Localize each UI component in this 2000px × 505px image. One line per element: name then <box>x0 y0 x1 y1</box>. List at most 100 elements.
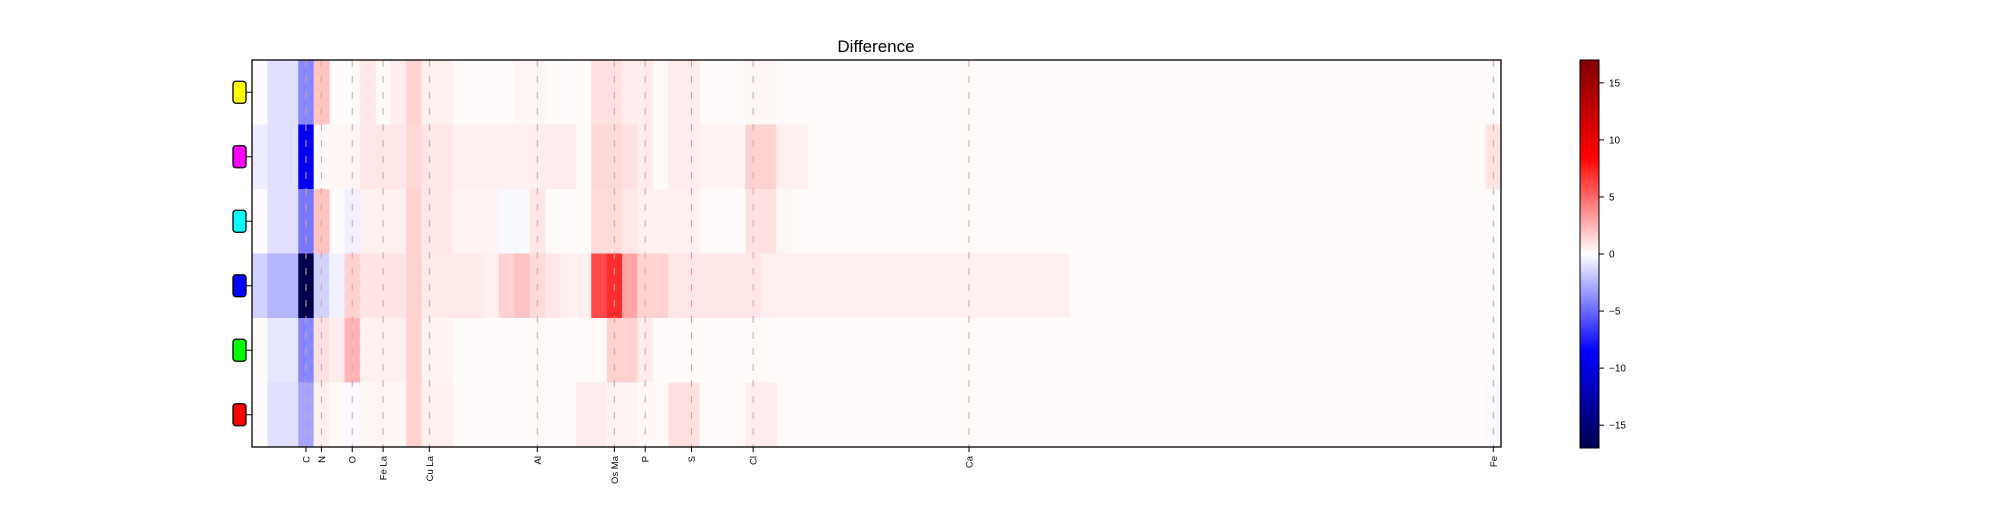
heatmap-cell <box>745 60 777 125</box>
x-tick-label: P <box>641 456 652 462</box>
heatmap-cell <box>329 253 346 319</box>
heatmap-cell <box>498 189 531 254</box>
row-color-marker <box>232 274 247 298</box>
heatmap-cell <box>406 124 423 190</box>
x-tick-label: Fe <box>1489 456 1500 467</box>
heatmap-cell <box>622 189 638 254</box>
heatmap-cell <box>622 124 638 190</box>
x-tick-label: O <box>348 456 359 463</box>
heatmap-cell <box>637 189 700 254</box>
colorbar-tick-label: 15 <box>1609 78 1621 89</box>
row-color-marker <box>232 209 247 233</box>
heatmap-cell <box>329 124 361 190</box>
heatmap-cell <box>622 318 638 383</box>
heatmap-cell <box>591 189 623 254</box>
plot-frame <box>251 59 1502 448</box>
element-marker-lines <box>305 60 1494 447</box>
colorbar <box>1579 59 1600 449</box>
colorbar-tick-label: −15 <box>1609 421 1626 432</box>
heatmap-cell <box>699 124 746 190</box>
x-tick-label: S <box>687 456 698 462</box>
x-tick-label: C <box>301 456 312 463</box>
heatmap-cell <box>514 253 531 319</box>
chart-title: Difference <box>837 37 914 56</box>
heatmap-cell <box>406 60 423 125</box>
row-color-marker <box>232 338 247 362</box>
heatmap-cell <box>668 124 700 190</box>
heatmap-cell <box>421 124 453 190</box>
heatmap-cell <box>776 189 793 254</box>
heatmap-cell <box>406 189 423 254</box>
heatmap-cell <box>421 189 453 254</box>
heatmap-cell <box>622 60 654 125</box>
colorbar-tick-label: 10 <box>1609 135 1621 146</box>
heatmap-cell <box>329 382 346 448</box>
heatmap-cell <box>406 382 423 448</box>
heatmap-cell <box>267 253 299 319</box>
heatmap-cell <box>591 60 608 125</box>
heatmap-cell <box>421 60 453 125</box>
heatmap-cell <box>514 60 546 125</box>
heatmap-cell <box>452 189 500 254</box>
heatmap-cell <box>267 189 299 254</box>
heatmap-cell <box>637 253 669 319</box>
heatmap-cell <box>267 124 299 190</box>
heatmap-cell <box>560 253 592 319</box>
heatmap-cell <box>421 382 453 448</box>
heatmap-cell <box>267 318 299 383</box>
heatmap-cell <box>421 253 484 319</box>
heatmap-row-background <box>252 382 1501 447</box>
heatmap-cell <box>745 382 777 448</box>
heatmap-cell <box>745 124 777 190</box>
heatmap-cell <box>498 253 515 319</box>
heatmap-cell <box>359 60 376 125</box>
x-tick-label: Os Ma <box>610 455 621 484</box>
row-color-marker <box>232 145 247 169</box>
heatmap-cells <box>252 60 1502 448</box>
heatmap-cell <box>421 318 453 383</box>
heatmap-cell <box>544 253 561 319</box>
heatmap-cell <box>591 253 608 319</box>
heatmap-cell <box>606 382 638 448</box>
row-color-marker <box>232 80 247 104</box>
heatmap-cell <box>267 60 299 125</box>
row-markers <box>232 80 252 427</box>
x-tick-label: Fe La <box>379 455 390 480</box>
x-tick-label: Cl <box>749 456 760 465</box>
colorbar-tick-label: 0 <box>1609 250 1615 261</box>
heatmap-row-background <box>252 60 1501 125</box>
heatmap-cell <box>668 382 700 448</box>
x-tick-label: N <box>317 456 328 463</box>
heatmap-cell <box>406 318 423 383</box>
heatmap-cell <box>637 382 669 448</box>
heatmap-row-background <box>252 318 1501 383</box>
heatmap-cell <box>745 189 777 254</box>
x-axis: C N O Fe La Cu La Al Os Ma P S Cl Ca Fe <box>301 447 1500 484</box>
x-tick-label: Cu La <box>425 455 436 481</box>
heatmap-cell <box>760 253 1070 319</box>
heatmap-cell <box>252 253 268 319</box>
heatmap-cell <box>390 60 407 125</box>
colorbar-axis: −15 −10 −5 0 5 10 15 <box>1599 78 1626 432</box>
heatmap-cell <box>252 124 268 190</box>
heatmap-cell <box>776 124 808 190</box>
row-color-marker <box>232 403 247 427</box>
heatmap-cell <box>668 60 700 125</box>
x-tick-label: Al <box>533 456 544 464</box>
heatmap-cell <box>406 253 423 319</box>
heatmap-cell <box>668 253 762 319</box>
heatmap-cell <box>452 124 531 190</box>
heatmap-cell <box>267 382 299 448</box>
heatmap-cell <box>329 318 346 383</box>
heatmap-cell <box>760 318 777 383</box>
colorbar-tick-label: −5 <box>1609 307 1621 318</box>
heatmap-cell <box>529 124 577 190</box>
heatmap-cell <box>622 253 638 319</box>
heatmap-cell <box>483 253 500 319</box>
colorbar-tick-label: 5 <box>1609 192 1615 203</box>
heatmap-cell <box>575 382 608 448</box>
x-tick-label: Ca <box>965 455 976 468</box>
heatmap-cell <box>591 124 623 190</box>
